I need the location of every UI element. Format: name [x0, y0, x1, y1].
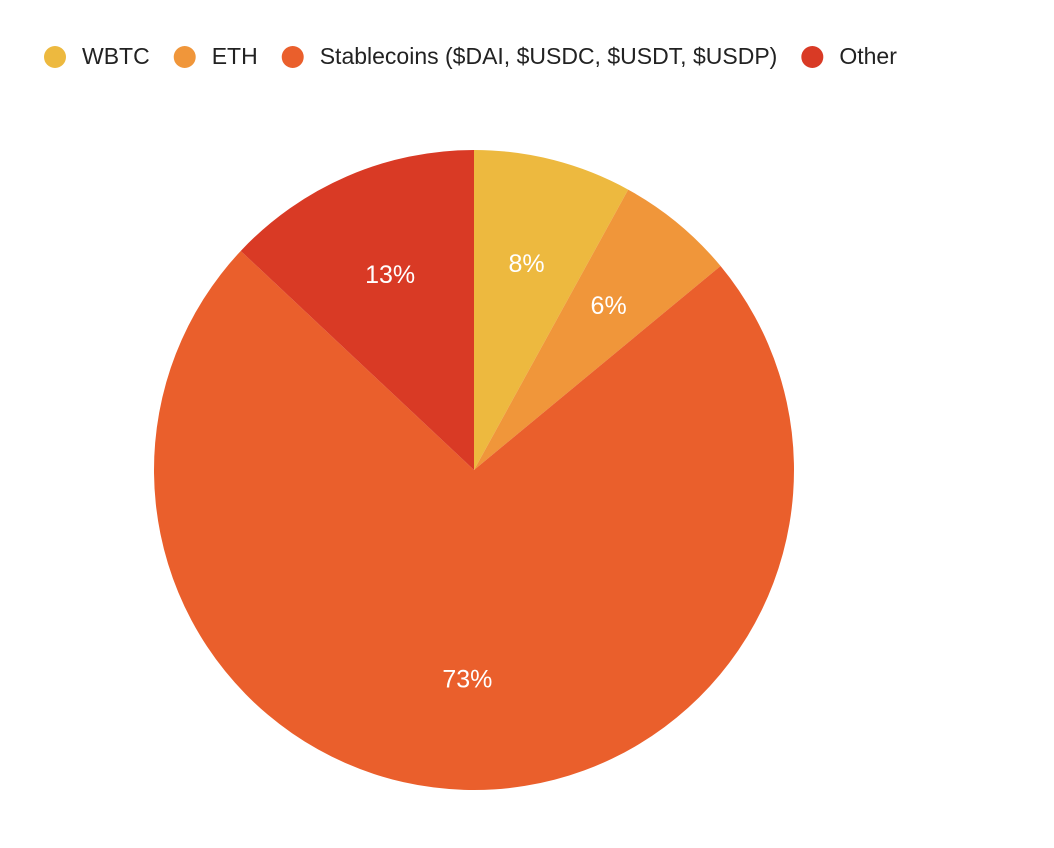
pie-slice	[474, 189, 721, 471]
legend-text: ETH	[212, 43, 258, 69]
pie-slice	[474, 150, 629, 470]
pie-slice	[240, 150, 474, 470]
legend-marker	[44, 46, 66, 68]
value-label: 13%	[365, 261, 415, 289]
legend-marker	[801, 46, 824, 68]
legend-text: Stablecoins ($DAI, $USDC, $USDT, $USDP)	[320, 43, 778, 69]
legend-marker	[281, 46, 304, 68]
legend-text: Other	[839, 43, 897, 69]
value-label: 6%	[591, 292, 627, 320]
legend-marker	[173, 46, 196, 68]
legend-text: WBTC	[82, 43, 150, 69]
value-label: 8%	[508, 250, 544, 278]
pie-slice	[153, 250, 795, 790]
value-label: 73%	[442, 666, 492, 694]
